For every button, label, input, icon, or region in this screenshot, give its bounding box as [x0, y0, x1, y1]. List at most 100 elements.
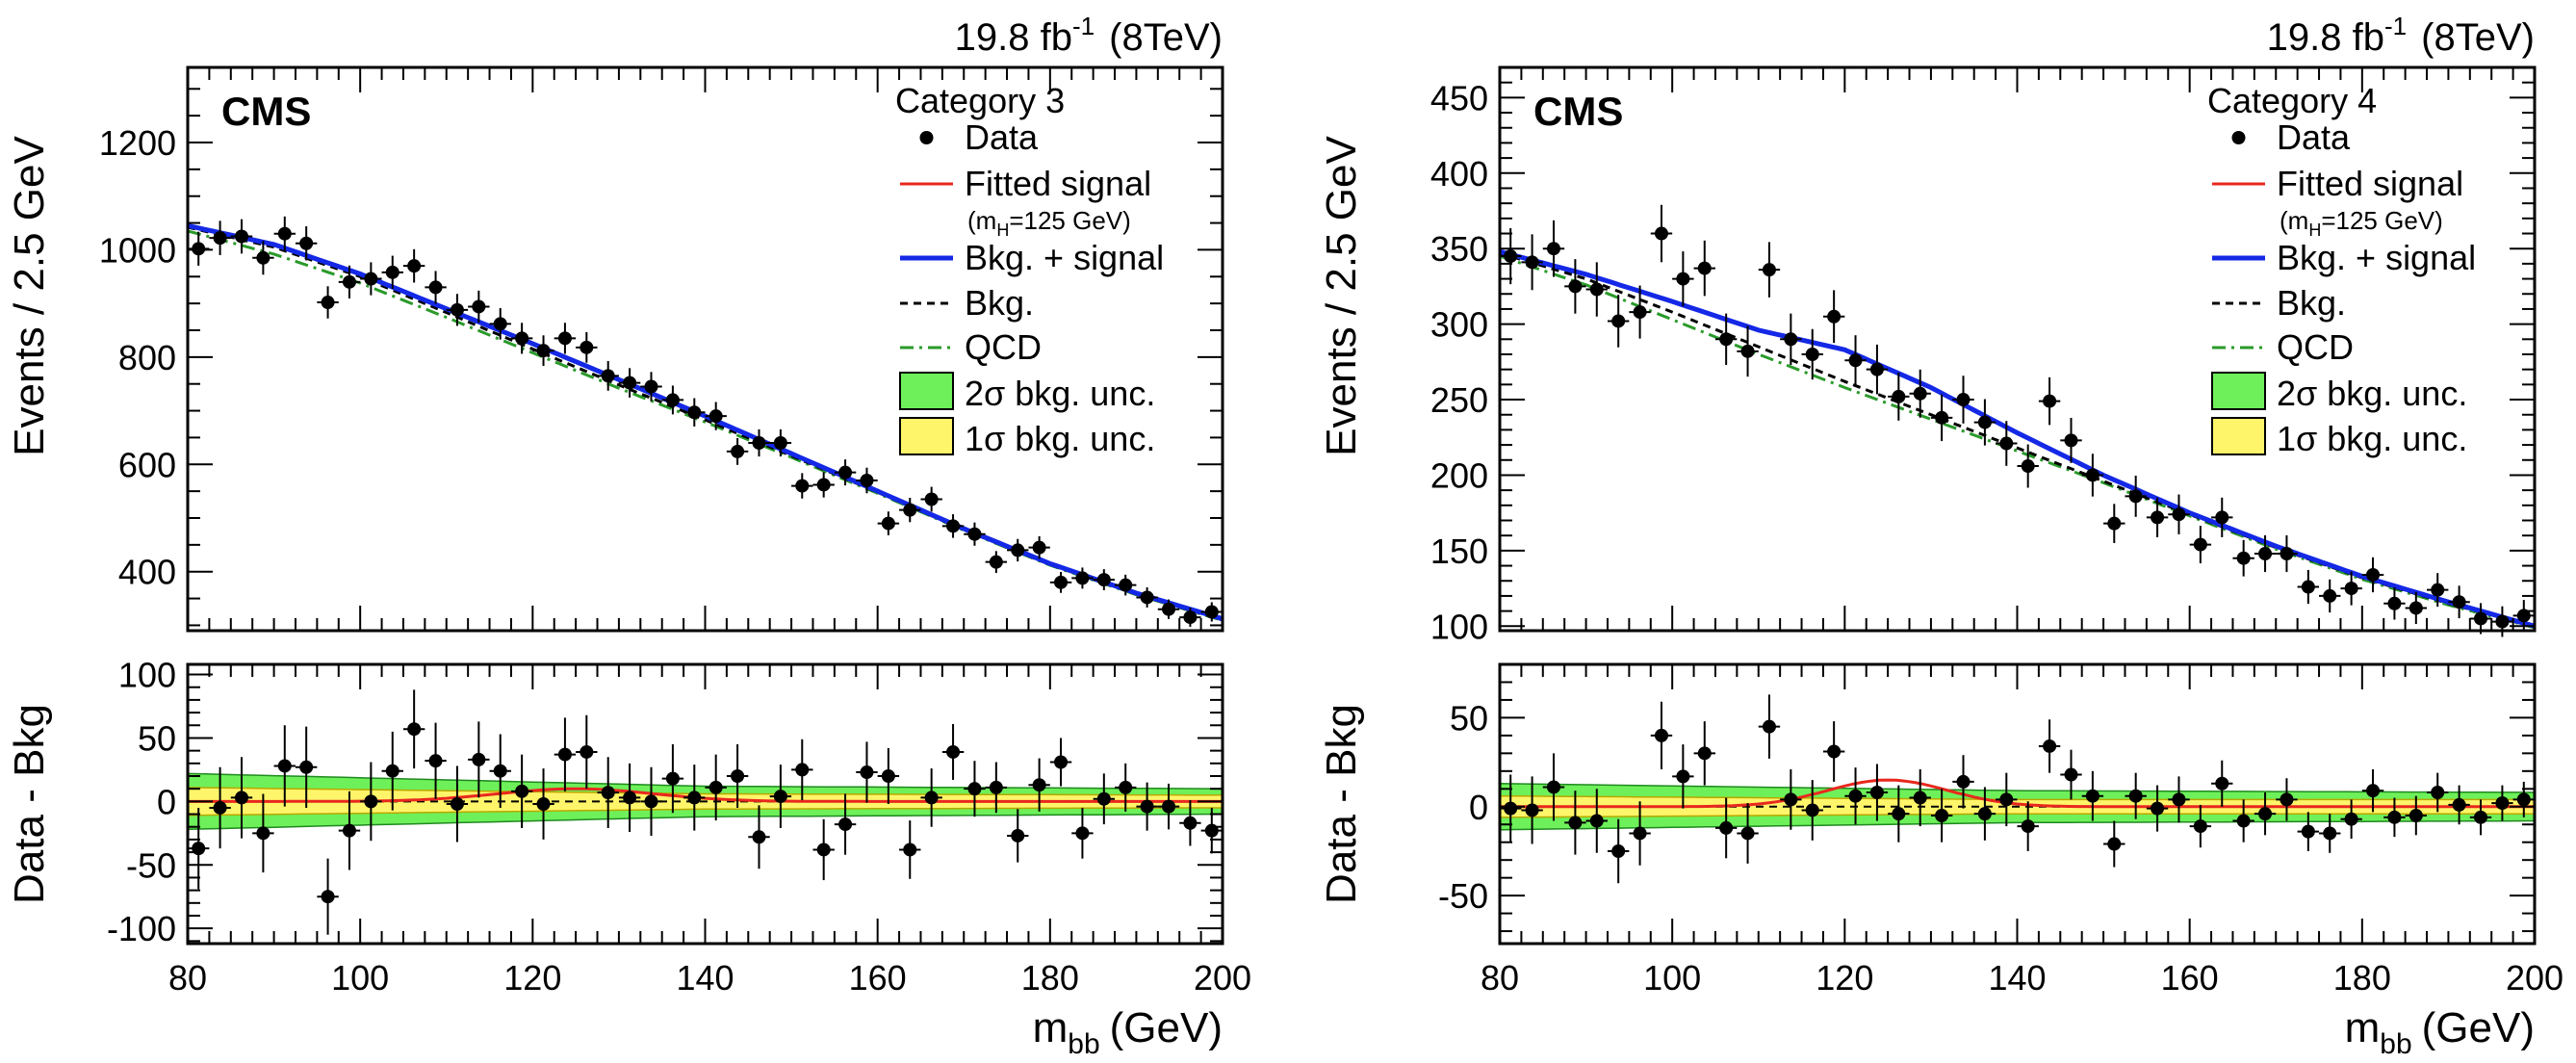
- residual-point: [2469, 799, 2492, 836]
- legend-sublabel-sub: H: [996, 220, 1009, 240]
- residual-marker: [428, 754, 443, 768]
- residual-marker: [1011, 828, 1025, 843]
- residual-point: [2254, 791, 2277, 836]
- data-point-marker: [385, 265, 399, 279]
- residual-marker: [1654, 728, 1668, 742]
- residual-marker: [364, 794, 378, 809]
- y-tick-label: -50: [1438, 876, 1488, 916]
- residual-point: [1115, 763, 1137, 812]
- residual-point: [2297, 812, 2320, 851]
- data-point: [1909, 369, 1931, 418]
- y-tick-label: 800: [118, 338, 176, 377]
- data-point-marker: [924, 492, 939, 506]
- data-point: [273, 216, 296, 251]
- data-point: [188, 231, 210, 266]
- data-point: [1179, 608, 1201, 627]
- residual-point: [317, 858, 339, 935]
- residual-point: [2125, 772, 2147, 819]
- residual-marker: [299, 760, 314, 774]
- x-axis-label-unit: (GeV): [1110, 1004, 1223, 1051]
- legend-entry: 1σ bkg. unc.: [899, 417, 1155, 458]
- top-plot-frame: [1498, 65, 2537, 633]
- legend-entry: Bkg. + signal: [2212, 238, 2476, 277]
- top-plot: 100 150 200 250 300 350 400 450 Events / 2.5 GeV…: [1318, 65, 2537, 646]
- data-point-marker: [1568, 279, 1583, 294]
- residual-point: [1629, 801, 1651, 866]
- data-point-marker: [1204, 605, 1219, 619]
- data-point-marker: [2193, 537, 2207, 552]
- legend-entry: QCD: [900, 327, 1042, 367]
- data-point-marker: [2387, 596, 2402, 610]
- residual-marker: [924, 791, 939, 805]
- residual-point: [2319, 814, 2341, 853]
- residual-marker: [2107, 837, 2122, 851]
- data-point: [1115, 574, 1137, 596]
- data-point: [597, 360, 619, 391]
- data-point: [252, 241, 274, 275]
- data-point-marker: [1740, 344, 1755, 358]
- data-point: [1049, 571, 1072, 593]
- residual-marker: [2172, 792, 2186, 807]
- data-point: [1758, 242, 1781, 298]
- residual-point: [597, 757, 619, 829]
- residual-marker: [385, 764, 399, 778]
- residual-point: [834, 793, 857, 855]
- residual-marker: [2128, 789, 2143, 803]
- residual-point: [1822, 721, 1845, 782]
- data-point-marker: [623, 376, 637, 390]
- data-point: [2361, 557, 2384, 593]
- residual-point: [1714, 797, 1738, 859]
- residual-marker: [816, 843, 831, 857]
- residual-marker: [644, 794, 658, 809]
- residual-marker: [1546, 780, 1560, 794]
- residual-marker: [256, 826, 270, 841]
- data-point: [1200, 602, 1223, 622]
- data-point: [964, 522, 986, 546]
- x-tick-label: 100: [1643, 958, 1701, 998]
- legend-sublabel-head: (m: [2280, 206, 2308, 235]
- residual-marker: [2474, 810, 2488, 824]
- legend-1sigma-box: [2211, 417, 2266, 455]
- residual-point: [1672, 744, 1694, 809]
- legend-data-marker: [2231, 131, 2246, 144]
- data-point: [661, 385, 684, 415]
- data-point-marker: [644, 379, 658, 394]
- data-point: [985, 551, 1008, 574]
- legend-1sigma-box: [899, 417, 954, 455]
- data-point-marker: [1075, 571, 1090, 585]
- residual-point: [554, 717, 577, 791]
- residual-point: [468, 721, 490, 798]
- data-point: [2232, 539, 2254, 577]
- data-point: [812, 472, 835, 498]
- residual-marker: [1913, 791, 1927, 805]
- data-point: [640, 372, 662, 402]
- residual-point: [1607, 818, 1630, 884]
- data-point: [2491, 606, 2513, 637]
- residual-marker: [601, 786, 615, 800]
- residual-point: [2103, 820, 2125, 868]
- data-point: [1542, 220, 1565, 277]
- data-point: [1585, 262, 1608, 317]
- residual-point: [2017, 801, 2039, 851]
- data-point-marker: [1032, 540, 1046, 555]
- legend-label: Bkg. + signal: [2277, 238, 2476, 277]
- data-point-marker: [2172, 507, 2186, 522]
- data-point: [2405, 591, 2428, 625]
- data-point: [2340, 571, 2362, 606]
- legend-entry: Bkg.: [900, 283, 1034, 323]
- data-point: [576, 331, 598, 363]
- data-point: [1157, 599, 1180, 619]
- data-point: [1136, 587, 1158, 608]
- data-point: [360, 262, 382, 296]
- residual-marker: [2280, 792, 2294, 807]
- residual-marker: [1935, 809, 1949, 823]
- data-point: [209, 220, 231, 255]
- data-point-marker: [989, 555, 1003, 569]
- energy-label: (8TeV): [2410, 16, 2535, 59]
- data-point-marker: [1183, 610, 1198, 625]
- residual-marker: [2085, 789, 2099, 803]
- data-point-marker: [903, 503, 917, 517]
- data-point: [748, 428, 770, 457]
- residual-marker: [2495, 796, 2510, 811]
- residual-point: [2361, 768, 2384, 813]
